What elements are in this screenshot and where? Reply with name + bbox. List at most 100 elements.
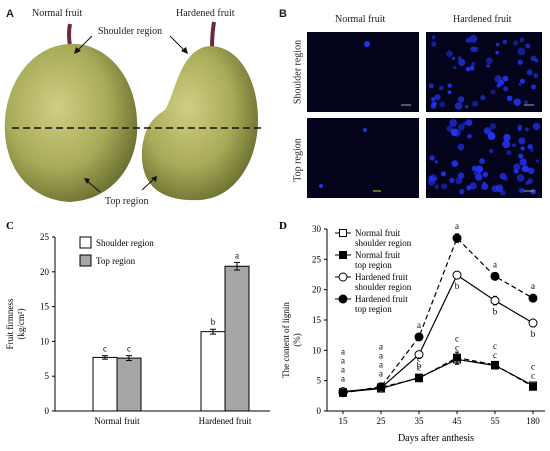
legend-label-line2: shoulder region — [355, 282, 412, 292]
nucleus-dot — [525, 180, 530, 185]
normal-fruit-stem — [67, 23, 72, 47]
legend-label: Normal fruit shoulder region — [355, 228, 412, 248]
y-tick-label: 15 — [312, 315, 322, 325]
y-tick-label: 5 — [317, 376, 322, 386]
data-point — [490, 271, 500, 281]
nucleus-dot — [524, 100, 528, 104]
legend-label: Shoulder region — [96, 238, 154, 248]
nucleus-dot — [446, 125, 453, 132]
significance-letter: a — [531, 281, 535, 291]
nucleus-dot — [447, 83, 452, 88]
nucleus-dot — [447, 90, 452, 94]
significance-letter: a — [379, 342, 383, 352]
significance-letter: b — [455, 281, 460, 291]
nucleus-dot — [519, 158, 527, 166]
x-tick-label: 180 — [526, 416, 540, 426]
panel-a-label: A — [6, 8, 14, 20]
data-point — [338, 272, 348, 282]
micrograph-normal-top — [307, 118, 419, 198]
legend-label-line2: top region — [355, 304, 392, 314]
y-tick-label: 25 — [40, 232, 50, 242]
nucleus-dot — [429, 155, 435, 161]
nucleus-dot — [513, 98, 521, 106]
nucleus-dot — [531, 84, 537, 90]
nucleus-dot — [455, 177, 463, 185]
y-axis-label-line2: (kg/cm²) — [16, 308, 26, 339]
nucleus-dot — [465, 119, 473, 126]
legend-label-line1: Hardened fruit — [355, 294, 408, 304]
nucleus-dot — [495, 42, 500, 47]
significance-letter: a — [235, 250, 239, 260]
x-axis-label: Days after anthesis — [398, 433, 474, 444]
nucleus-dot — [434, 160, 439, 164]
significance-letter: a — [341, 356, 345, 366]
nucleus-dot — [441, 183, 448, 190]
legend-label: Top region — [96, 256, 136, 266]
nucleus-dot — [434, 184, 439, 189]
hardened-fruit-label-b: Hardened fruit — [453, 14, 512, 25]
data-point — [529, 382, 537, 391]
nucleus-dot — [457, 143, 465, 151]
y-tick-label: 15 — [40, 302, 50, 312]
y-tick-label: 0 — [45, 406, 50, 416]
nucleus-dot — [451, 56, 456, 60]
x-tick-label: Hardened fruit — [199, 416, 252, 426]
nucleus-dot — [502, 75, 509, 82]
data-point — [414, 350, 424, 360]
y-axis-label: The content of lignin(%) — [281, 302, 302, 378]
nucleus-dot — [427, 178, 436, 186]
legend-label: Hardened fruit top region — [355, 294, 408, 314]
nucleus-dot — [503, 133, 511, 142]
series-line — [342, 237, 534, 394]
significance-letter: b — [211, 317, 216, 327]
data-point — [339, 229, 347, 237]
nucleus-dot — [446, 50, 453, 58]
legend-swatch — [79, 254, 92, 267]
hardened-fruit — [141, 46, 258, 201]
y-axis-label-line2: (%) — [292, 333, 302, 347]
shoulder-region-label: Shoulder region — [98, 26, 163, 37]
nucleus-dot — [486, 64, 490, 68]
nucleus-dot — [518, 153, 524, 159]
legend-label-line2: top region — [355, 260, 392, 270]
significance-letter: c — [493, 350, 497, 360]
x-tick-label: 45 — [453, 416, 463, 426]
panel-d-chart: D 0 5 10 15 20 25 30 15 25 35 45 55 180 Days after an… — [279, 220, 545, 444]
nucleus-dot — [472, 46, 479, 53]
y-axis-label: Fruit firmness(kg/cm²) — [5, 298, 26, 349]
significance-letter: c — [455, 343, 459, 353]
nucleus-dot — [449, 119, 458, 127]
x-tick-label: 25 — [377, 416, 387, 426]
normal-fruit — [4, 43, 138, 202]
y-tick-label: 30 — [312, 224, 322, 234]
nucleus-dot — [527, 143, 533, 150]
legend-swatch — [79, 236, 92, 249]
x-tick-label: Normal fruit — [94, 416, 140, 426]
nucleus-dot — [475, 165, 484, 174]
nucleus-dot — [430, 103, 437, 109]
nucleus-dot — [473, 171, 477, 175]
top-region-row-label: Top region — [292, 138, 304, 182]
nucleus-dot — [490, 89, 496, 95]
nucleus-dot — [465, 37, 471, 43]
significance-letter: c — [531, 371, 535, 381]
data-point — [490, 296, 500, 306]
nucleus-dot — [506, 150, 512, 156]
nucleus-dot — [479, 158, 485, 165]
nucleus-dot — [428, 83, 434, 89]
nucleus-dot — [532, 122, 541, 131]
significance-letter: a — [455, 221, 459, 231]
nucleus-dot — [469, 65, 475, 71]
nucleus-dot — [482, 181, 487, 186]
y-tick-label: 20 — [312, 285, 322, 295]
nucleus-dot — [527, 167, 535, 175]
significance-letter: a — [379, 369, 383, 379]
nucleus-dot — [467, 133, 472, 139]
bar — [116, 357, 142, 412]
nucleus-dot — [454, 102, 463, 110]
data-point — [528, 293, 538, 303]
data-point — [453, 353, 461, 362]
nucleus-dot — [431, 97, 436, 102]
data-point — [338, 388, 348, 398]
y-axis-label-line1: The content of lignin — [281, 302, 291, 378]
